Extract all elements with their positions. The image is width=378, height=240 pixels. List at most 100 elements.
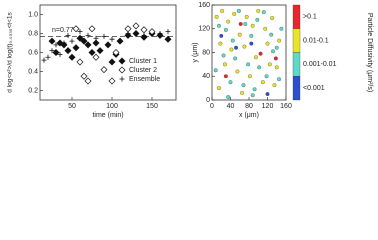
marker <box>41 57 47 63</box>
marker <box>241 83 246 88</box>
marker <box>277 38 282 43</box>
marker <box>88 25 96 33</box>
marker <box>64 47 72 55</box>
marker <box>45 54 51 60</box>
marker <box>249 41 254 46</box>
marker <box>140 26 148 34</box>
marker <box>93 35 99 41</box>
x-tick-label: 120 <box>262 103 274 110</box>
marker <box>267 62 272 67</box>
marker <box>49 48 55 54</box>
y-tick-label: 80 <box>202 49 210 56</box>
marker <box>253 55 258 60</box>
marker <box>108 77 116 85</box>
reference-label: n=0.77 <box>52 27 74 34</box>
legend-marker <box>119 76 125 82</box>
marker <box>80 72 88 80</box>
marker <box>216 86 221 91</box>
marker <box>214 14 219 19</box>
marker <box>125 31 131 36</box>
marker <box>223 74 228 79</box>
marker <box>213 68 218 73</box>
marker <box>132 30 140 37</box>
y-tick-label: 0.8 <box>28 30 38 37</box>
marker <box>116 37 124 45</box>
marker <box>235 69 240 74</box>
marker <box>157 31 163 36</box>
marker <box>265 41 270 46</box>
marker <box>230 38 235 43</box>
marker <box>68 53 76 61</box>
legend-marker <box>118 66 126 74</box>
y-tick-label: 120 <box>198 26 210 33</box>
x-tick-label: 0 <box>210 103 214 110</box>
marker <box>232 11 237 16</box>
marker <box>242 44 247 49</box>
colorbar-block <box>292 76 301 101</box>
marker <box>57 51 63 57</box>
colorbar-label: 0.001-0.01 <box>303 61 337 68</box>
marker <box>240 90 245 95</box>
marker <box>263 26 268 31</box>
y-tick-label: 0.4 <box>28 68 38 75</box>
marker <box>141 32 147 38</box>
marker <box>218 41 223 46</box>
marker <box>88 49 96 56</box>
marker <box>65 32 71 38</box>
colorbar-block <box>292 4 301 29</box>
marker <box>72 44 80 52</box>
marker <box>270 16 275 21</box>
marker <box>100 66 108 74</box>
x-tick-label: 50 <box>68 103 76 110</box>
marker <box>237 32 242 37</box>
marker <box>92 39 100 47</box>
marker <box>132 22 140 30</box>
y-tick-label: 40 <box>202 73 210 80</box>
colorbar-block <box>292 52 301 77</box>
marker <box>274 65 279 70</box>
marker <box>257 65 262 70</box>
marker <box>165 29 171 35</box>
marker <box>219 33 224 38</box>
marker <box>108 58 116 66</box>
marker <box>109 36 115 42</box>
y-axis-label: d log<x²>/d log(t)₀.₀₃₃₅<t<1s <box>7 11 14 92</box>
marker <box>255 17 260 22</box>
marker <box>226 19 231 24</box>
x-axis-label: x (μm) <box>239 112 259 119</box>
y-tick-label: 0.6 <box>28 49 38 56</box>
marker <box>76 34 84 42</box>
marker <box>261 10 266 15</box>
marker <box>221 53 226 58</box>
marker <box>148 28 156 36</box>
marker <box>53 42 59 48</box>
marker <box>72 25 80 33</box>
marker <box>124 25 132 33</box>
legend-label: Ensemble <box>129 76 160 83</box>
marker <box>234 45 238 50</box>
marker <box>92 53 100 61</box>
marker <box>220 8 225 13</box>
marker <box>101 33 107 39</box>
marker <box>252 87 257 92</box>
marker <box>244 14 249 19</box>
y-tick-label: 1.0 <box>28 11 38 18</box>
legend-marker <box>118 57 126 65</box>
x-tick-label: 160 <box>280 103 292 110</box>
marker <box>77 29 83 35</box>
marker <box>69 38 75 44</box>
marker <box>104 41 112 49</box>
marker <box>164 35 172 43</box>
marker <box>269 32 274 37</box>
marker <box>228 80 233 85</box>
marker <box>260 80 265 85</box>
marker <box>273 56 278 61</box>
marker <box>258 51 263 56</box>
colorbar-label: 0.01-0.1 <box>303 37 329 44</box>
colorbar-label: <0.001 <box>303 85 325 92</box>
marker <box>238 22 243 26</box>
marker <box>229 47 234 52</box>
marker <box>274 45 279 50</box>
x-tick-label: 100 <box>106 103 118 110</box>
y-tick-label: 0 <box>206 97 210 104</box>
